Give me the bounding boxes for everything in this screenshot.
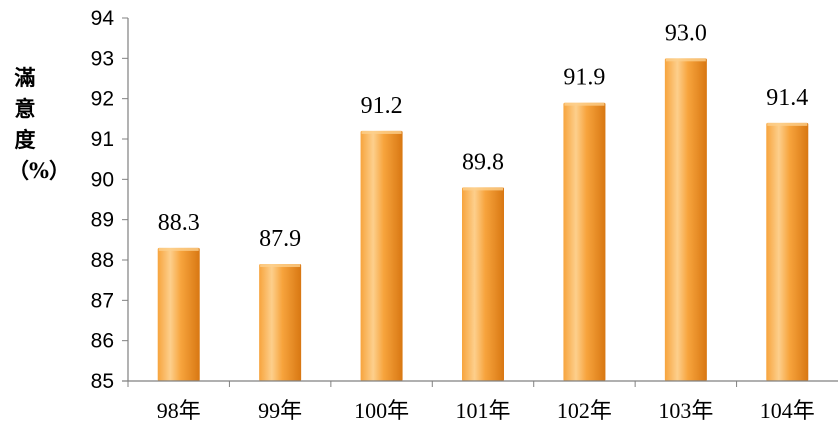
bar-102年 <box>563 102 606 381</box>
y-tick-label: 87 <box>91 289 114 312</box>
bar-cap-104年 <box>767 122 808 126</box>
y-tick-label: 91 <box>91 128 114 151</box>
data-label: 91.2 <box>361 93 403 119</box>
x-tick-label: 101年 <box>455 398 510 423</box>
y-tick-label: 90 <box>91 168 114 191</box>
x-tick-label: 100年 <box>354 398 409 423</box>
bar-101年 <box>462 187 504 381</box>
y-tick-label: 86 <box>91 330 114 353</box>
bar-99年 <box>259 264 302 381</box>
bar-cap-100年 <box>361 130 402 134</box>
data-label: 93.0 <box>665 20 707 46</box>
data-label: 91.9 <box>563 65 605 91</box>
bar-104年 <box>766 122 809 381</box>
data-label: 88.3 <box>158 210 200 236</box>
bar-cap-102年 <box>564 102 605 106</box>
bar-100年 <box>360 130 403 381</box>
data-label: 89.8 <box>462 149 504 175</box>
data-label: 87.9 <box>259 226 301 252</box>
x-tick-label: 98年 <box>157 398 201 423</box>
x-tick-label: 102年 <box>557 398 612 423</box>
bar-cap-99年 <box>260 264 301 268</box>
y-tick-label: 93 <box>91 47 114 70</box>
y-tick-label: 92 <box>91 88 114 111</box>
bar-cap-101年 <box>463 187 503 191</box>
bar-98年 <box>157 247 200 381</box>
y-tick-label: 89 <box>91 209 114 232</box>
bar-cap-98年 <box>158 247 199 251</box>
y-tick-label: 85 <box>91 370 114 393</box>
y-tick-label: 88 <box>91 249 114 272</box>
y-axis-label: 滿意度（%） <box>8 65 70 183</box>
x-tick-label: 99年 <box>258 398 302 423</box>
bar-cap-103年 <box>665 58 706 62</box>
data-label: 91.4 <box>766 85 808 111</box>
y-tick-label: 94 <box>91 7 115 30</box>
bar-103年 <box>664 58 707 381</box>
x-tick-label: 104年 <box>760 398 815 423</box>
x-tick-label: 103年 <box>658 398 713 423</box>
